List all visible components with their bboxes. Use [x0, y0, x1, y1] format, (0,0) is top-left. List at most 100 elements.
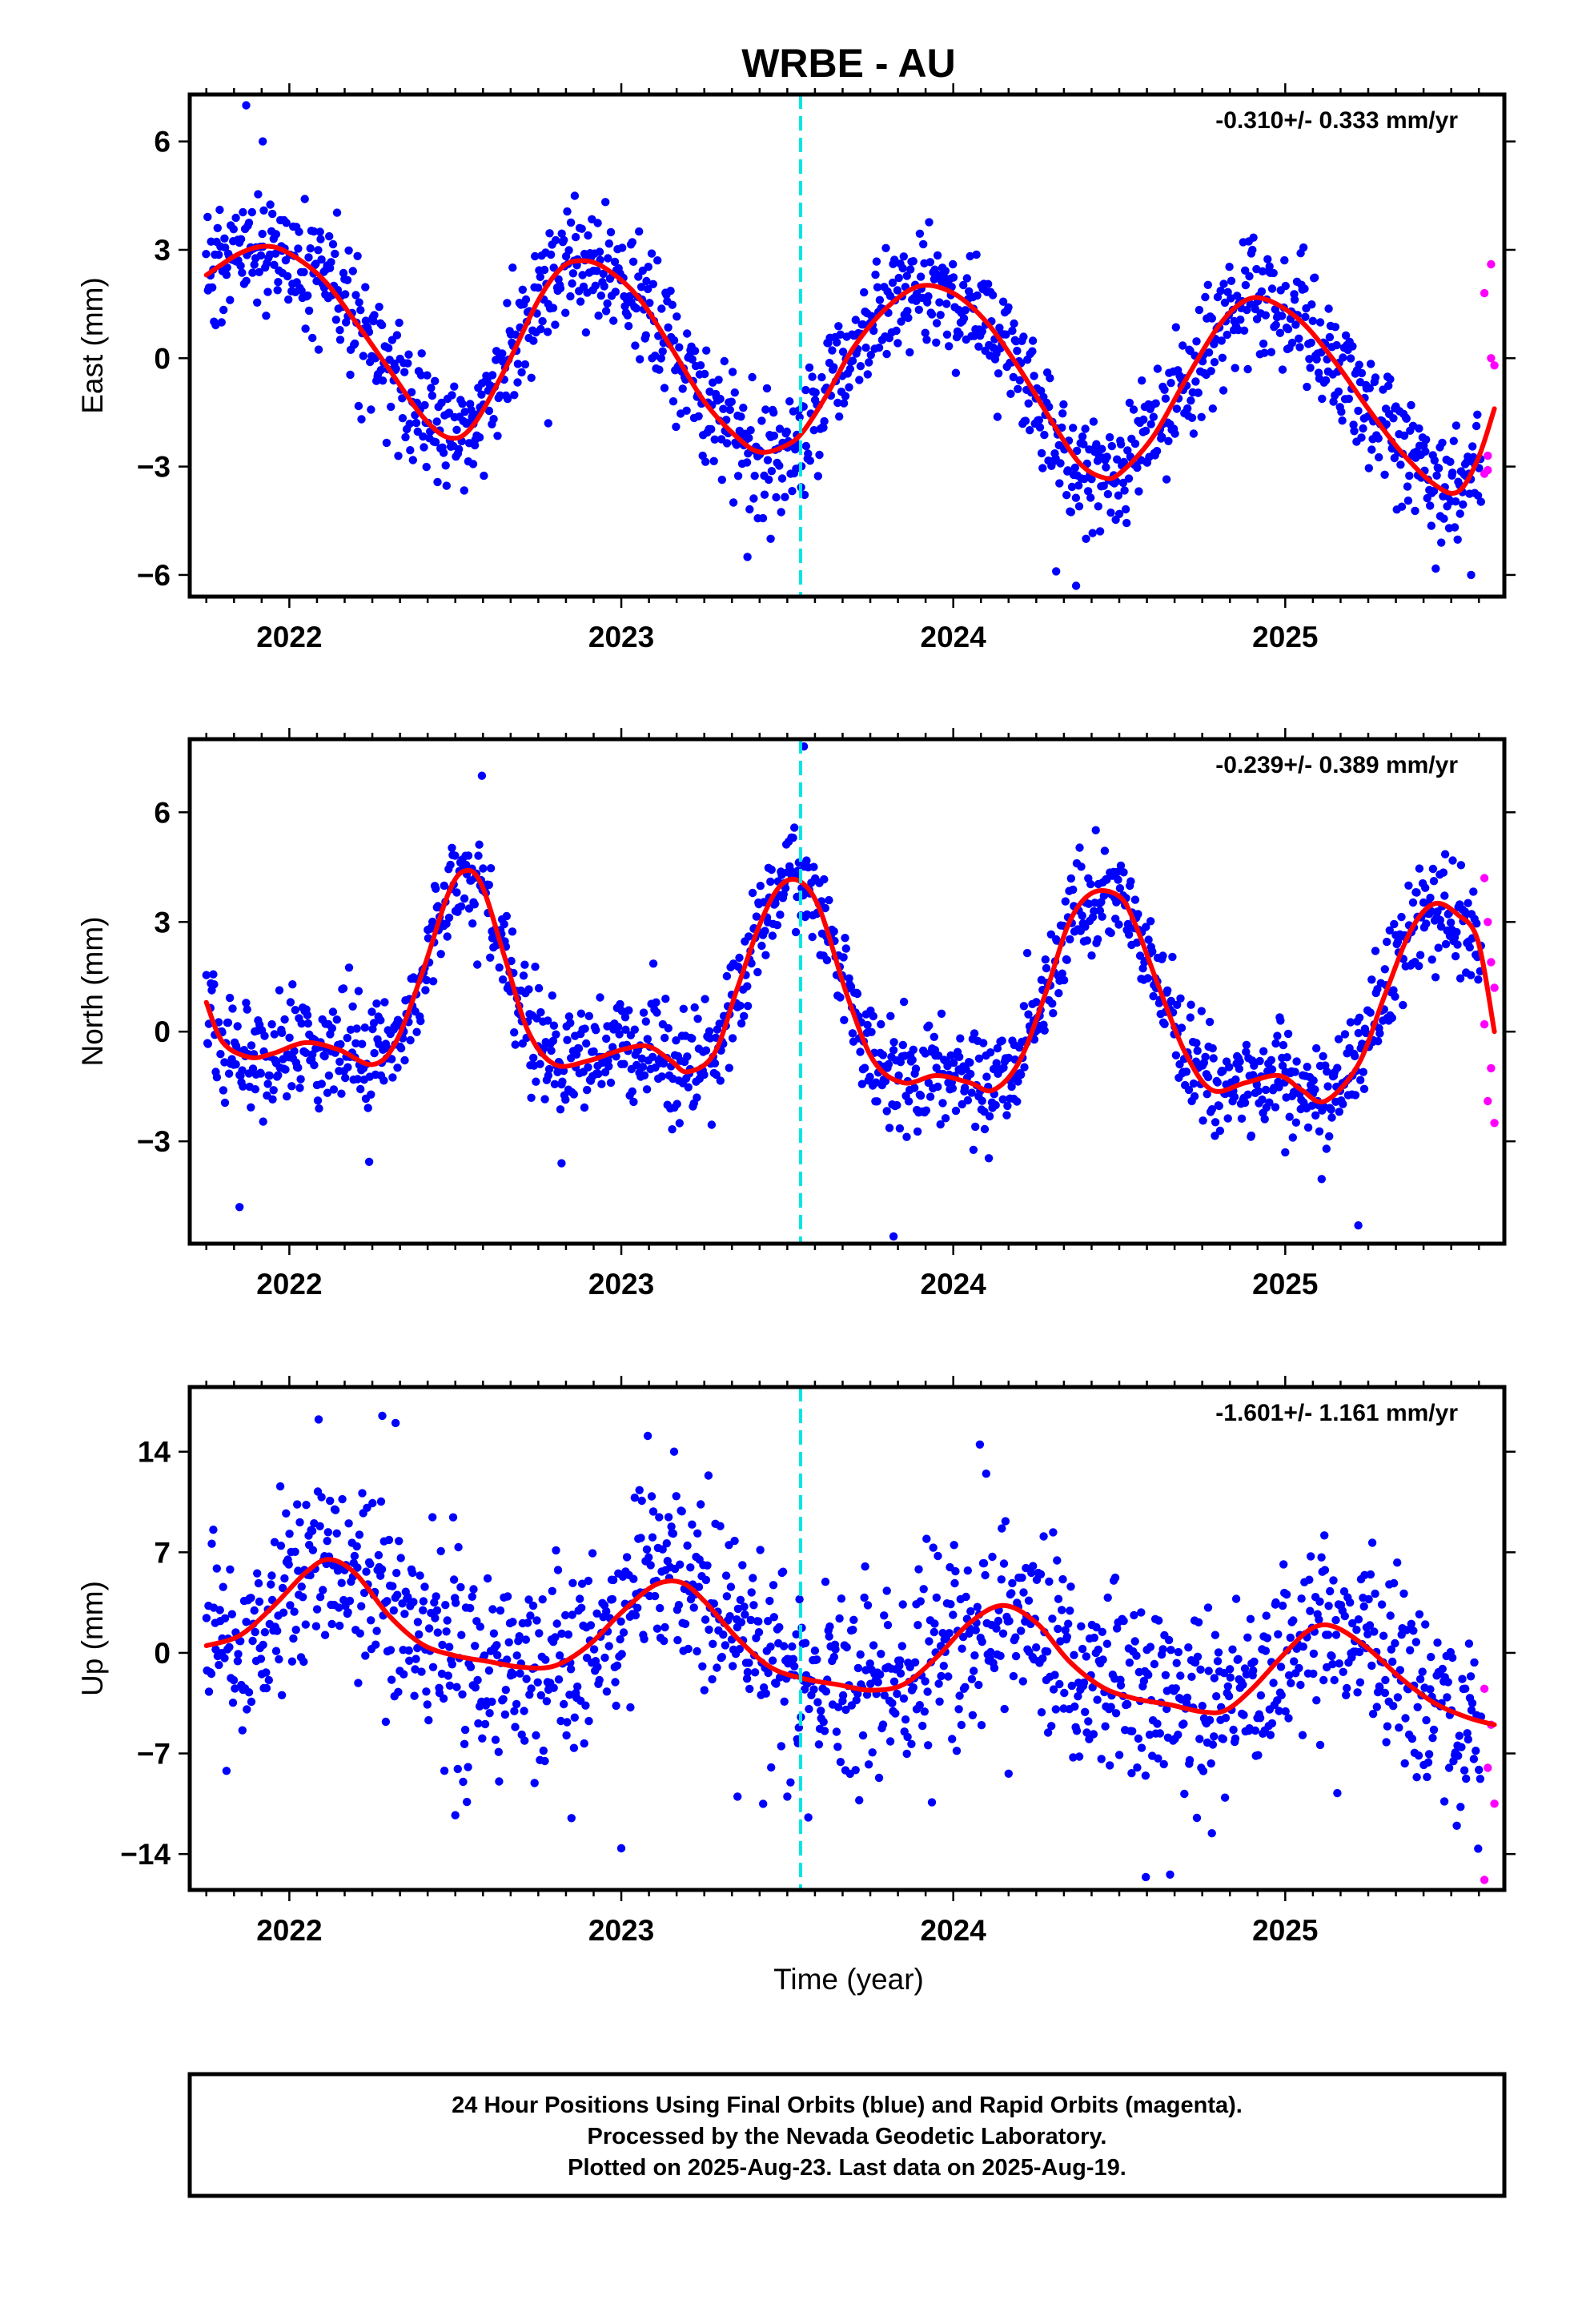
east-final-point: [458, 400, 467, 408]
east-final-point: [856, 362, 865, 371]
north-final-point: [327, 1023, 336, 1033]
up-final-point: [913, 1621, 922, 1630]
north-final-point: [860, 1063, 869, 1072]
up-final-point: [449, 1575, 459, 1584]
east-final-point: [548, 304, 558, 312]
up-final-point: [567, 1814, 576, 1823]
north-final-point: [1223, 1114, 1232, 1123]
up-final-point: [1346, 1598, 1355, 1607]
up-final-point: [522, 1675, 531, 1683]
north-final-point: [776, 911, 785, 919]
up-final-point: [540, 1756, 549, 1766]
up-final-point: [893, 1689, 901, 1699]
north-final-point: [1408, 898, 1418, 907]
north-final-point: [460, 894, 469, 903]
north-final-point: [548, 991, 556, 1000]
north-final-point: [580, 1024, 589, 1033]
up-final-point: [949, 1610, 958, 1619]
east-final-point: [865, 358, 873, 367]
east-final-point: [1130, 439, 1140, 448]
up-final-point: [1355, 1678, 1365, 1687]
east-final-point: [1290, 296, 1299, 304]
up-final-point: [508, 1618, 517, 1626]
north-final-point: [1177, 1023, 1186, 1032]
east-final-point: [1337, 408, 1346, 416]
up-final-point: [790, 1662, 799, 1671]
east-final-point: [869, 326, 878, 336]
up-final-point: [236, 1637, 245, 1646]
up-final-point: [1407, 1619, 1416, 1629]
up-final-point: [355, 1530, 364, 1539]
north-final-point: [1312, 1043, 1321, 1053]
east-final-point: [1067, 482, 1077, 492]
north-final-point: [1235, 1057, 1244, 1066]
up-final-point: [740, 1602, 749, 1611]
up-final-point: [416, 1571, 424, 1580]
up-final-point: [1119, 1616, 1128, 1626]
up-final-point: [211, 1645, 220, 1654]
east-final-point: [927, 310, 937, 319]
up-final-point: [231, 1684, 239, 1693]
up-final-point: [1179, 1719, 1188, 1728]
north-final-point: [532, 1077, 540, 1086]
up-final-point: [1196, 1665, 1205, 1674]
north-final-point: [1460, 907, 1470, 916]
up-final-point: [1132, 1651, 1141, 1660]
east-final-point: [1278, 365, 1287, 374]
north-final-point: [1166, 996, 1176, 1006]
north-final-point: [1082, 936, 1092, 945]
east-final-point: [1415, 424, 1423, 433]
east-final-point: [422, 462, 431, 472]
east-final-point: [222, 271, 231, 279]
up-final-point: [1082, 1728, 1091, 1737]
north-final-point: [1199, 1116, 1207, 1125]
east-final-point: [1315, 318, 1325, 327]
east-final-point: [1283, 324, 1293, 334]
east-final-point: [1118, 478, 1128, 488]
north-final-point: [510, 1028, 519, 1037]
up-final-point: [705, 1625, 713, 1634]
north-final-point: [563, 1035, 572, 1044]
east-final-point: [1082, 534, 1090, 543]
up-final-point: [471, 1642, 480, 1651]
up-final-point: [868, 1748, 877, 1757]
north-final-point: [220, 1098, 230, 1108]
north-final-point: [672, 1036, 681, 1045]
east-final-point: [961, 306, 970, 315]
up-final-point: [1032, 1643, 1041, 1652]
east-final-point: [603, 299, 612, 308]
north-final-point: [628, 1087, 636, 1096]
up-final-point: [552, 1619, 561, 1628]
east-final-point: [1307, 300, 1316, 309]
north-final-point: [1123, 919, 1133, 929]
east-final-point: [540, 265, 549, 275]
east-final-point: [413, 427, 422, 436]
north-final-point: [1399, 1000, 1407, 1010]
east-final-point: [361, 283, 370, 292]
east-final-point: [730, 388, 739, 397]
up-final-point: [754, 1628, 764, 1637]
east-final-point: [1069, 424, 1078, 432]
up-final-point: [616, 1617, 625, 1626]
east-final-point: [419, 432, 428, 441]
east-final-point: [1430, 456, 1439, 465]
north-final-point: [270, 1030, 279, 1039]
up-final-point: [883, 1621, 893, 1630]
up-final-point: [952, 1747, 962, 1755]
north-final-point: [839, 953, 848, 962]
up-final-point: [809, 1685, 818, 1694]
east-final-point: [508, 263, 517, 272]
north-final-point: [1452, 927, 1461, 937]
east-final-point: [417, 349, 426, 358]
east-final-point: [1014, 384, 1022, 393]
east-final-point: [1305, 355, 1314, 364]
up-final-point: [438, 1640, 447, 1650]
east-final-point: [1081, 424, 1090, 433]
up-final-point: [1187, 1672, 1196, 1681]
up-final-point: [271, 1647, 281, 1655]
north-final-point: [661, 995, 670, 1003]
east-final-point: [244, 219, 254, 227]
up-final-point: [535, 1629, 544, 1638]
up-final-point: [1267, 1719, 1277, 1728]
up-final-point: [1214, 1648, 1223, 1657]
